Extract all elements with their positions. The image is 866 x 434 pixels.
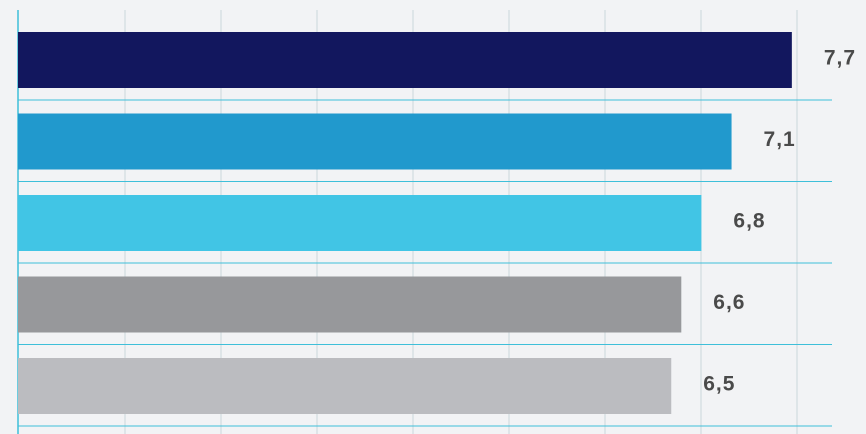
value-labels-group: 7,7 7,1 6,8 6,6 6,5: [703, 47, 856, 396]
bar-value-label: 6,6: [713, 291, 745, 314]
bar: [18, 32, 792, 88]
bar: [18, 195, 702, 251]
bar-value-label: 6,8: [733, 210, 765, 233]
bar: [18, 276, 682, 333]
bar-value-label: 7,7: [824, 47, 856, 70]
bar: [18, 358, 672, 414]
bar: [18, 113, 732, 170]
bars-group: [18, 32, 792, 414]
bar-value-label: 7,1: [764, 128, 796, 151]
bar-value-label: 6,5: [703, 373, 735, 396]
